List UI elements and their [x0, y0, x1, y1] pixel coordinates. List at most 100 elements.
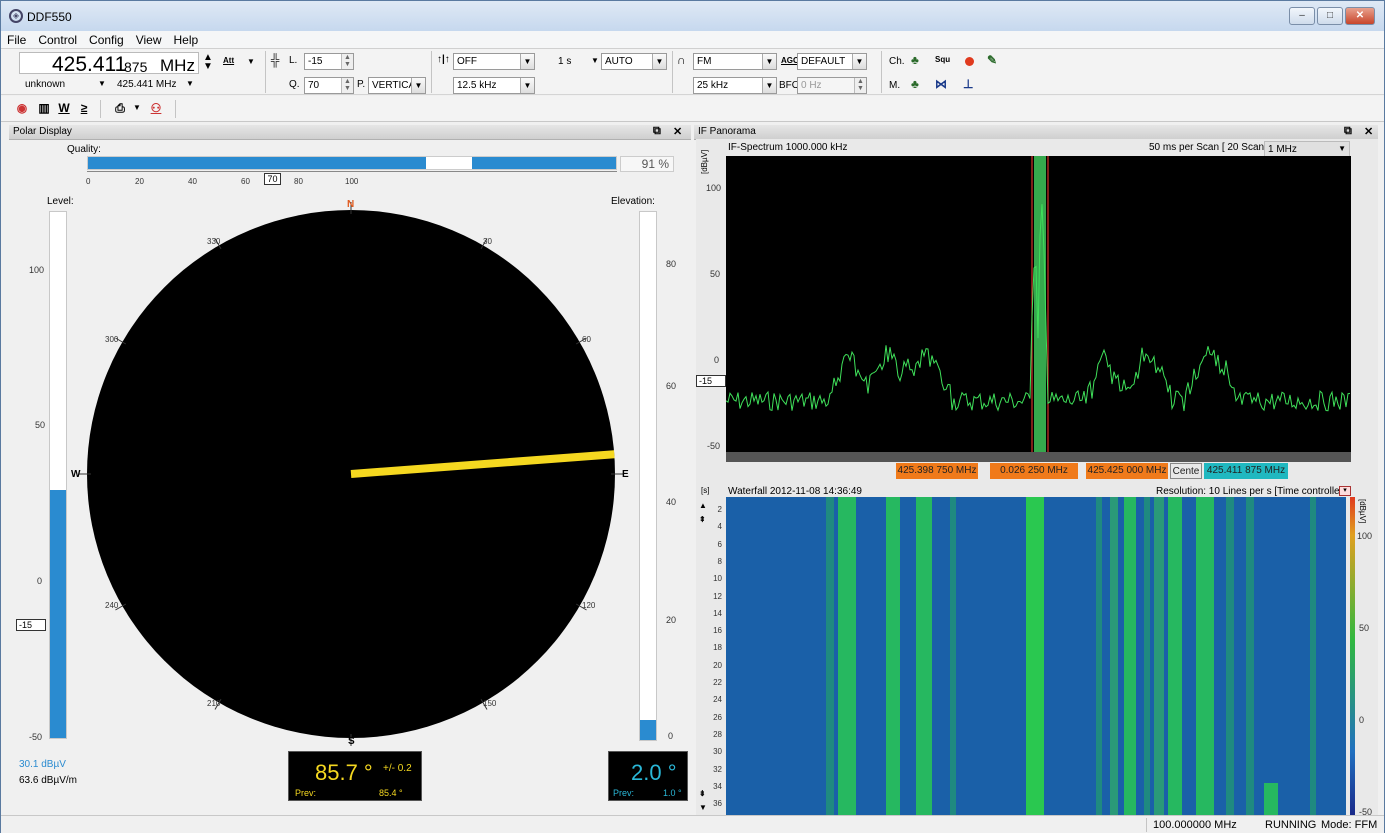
- print-dropdown-icon[interactable]: ▼: [133, 103, 141, 112]
- frequency-fine: 875: [124, 59, 148, 75]
- close-panel-icon[interactable]: ✕: [673, 126, 683, 138]
- squelch-store-icon[interactable]: Squ: [935, 55, 951, 64]
- elevation-value: 2.0 °: [631, 760, 677, 785]
- waterfall-view-icon[interactable]: W: [58, 101, 70, 115]
- scroll-top-icon[interactable]: ⇞: [699, 515, 706, 524]
- waterfall-y-axis: 2 4 6 8 10 12 14 16 18 20 22 24 26 28 30 32 34 36: [710, 497, 724, 815]
- waterfall-band: [838, 497, 856, 815]
- frequency-spin-icon[interactable]: ▲ ▼: [203, 52, 213, 72]
- waterfall-tick: 16: [713, 626, 722, 636]
- channel-label: Ch.: [889, 56, 905, 67]
- menu-control[interactable]: Control: [38, 33, 78, 47]
- spectrum-scrollbar[interactable]: [726, 452, 1351, 462]
- bearing-tick: 240: [105, 601, 119, 610]
- minimize-button[interactable]: –: [1289, 7, 1315, 25]
- marker-icon[interactable]: ⊥: [963, 77, 974, 91]
- separator: [175, 100, 176, 118]
- resolution-dropdown-icon[interactable]: ▾: [1339, 486, 1351, 496]
- elevation-bar-fill: [640, 720, 656, 740]
- close-panel-icon[interactable]: ✕: [1364, 126, 1374, 138]
- menu-help[interactable]: Help: [173, 33, 199, 47]
- polarization-combo[interactable]: VERTICAL ▼: [368, 77, 426, 94]
- quality-threshold-marker[interactable]: 70: [264, 173, 281, 185]
- waterfall-burst: [1264, 783, 1278, 815]
- waterfall-band: [1196, 497, 1214, 815]
- frequency-main: 425.411: [52, 53, 127, 76]
- channel-store-icon[interactable]: ♣: [911, 53, 919, 67]
- waterfall-tick: 22: [713, 678, 722, 687]
- record-icon[interactable]: [965, 57, 974, 66]
- menu-view[interactable]: View: [135, 33, 162, 47]
- level-title: Level:: [47, 196, 74, 207]
- field-strength-readout: 63.6 dBµV/m: [19, 775, 78, 786]
- polar-view-icon[interactable]: ◉: [16, 101, 28, 115]
- pol-label: P.: [357, 79, 366, 90]
- frequency-display[interactable]: 425.411 875 MHz: [19, 52, 199, 76]
- waterfall-band: [1310, 497, 1316, 815]
- if-bandwidth-combo[interactable]: 25 kHz ▼: [693, 77, 777, 94]
- squelch-combo[interactable]: OFF ▼: [453, 53, 535, 70]
- south-label: S: [348, 736, 355, 747]
- scan-icon[interactable]: ✎: [987, 53, 998, 67]
- bearing-tick: 120: [582, 601, 596, 610]
- west-label: W: [71, 469, 81, 480]
- float-icon[interactable]: ⧉: [653, 125, 661, 137]
- mode-combo[interactable]: unknown ▼: [25, 79, 106, 90]
- agc-combo[interactable]: DEFAULT ▼: [797, 53, 867, 70]
- maximize-button[interactable]: □: [1317, 7, 1343, 25]
- quality-input[interactable]: 70 ▲ ▼: [304, 77, 354, 94]
- waterfall-tick: 26: [713, 712, 722, 722]
- demod-combo[interactable]: FM ▼: [693, 53, 777, 70]
- recording-icon[interactable]: ⚇: [150, 101, 162, 115]
- time-value[interactable]: 1 s: [558, 56, 572, 67]
- level-tick: 100: [29, 265, 45, 275]
- compass-tick: [115, 603, 127, 611]
- menu-config[interactable]: Config: [89, 33, 124, 47]
- spectrum-threshold-marker[interactable]: -15: [696, 375, 726, 387]
- level-threshold-marker[interactable]: -15: [16, 619, 46, 631]
- spectrum-y-tick: 0: [714, 355, 720, 365]
- auto-combo[interactable]: AUTO ▼: [601, 53, 667, 70]
- quality-tick: 20: [135, 177, 144, 186]
- colorbar-unit: [dBµV]: [1358, 499, 1367, 524]
- bfo-input[interactable]: 0 Hz ▲ ▼: [797, 77, 867, 94]
- elevation-bar: [639, 211, 657, 741]
- waterfall-band: [1154, 497, 1164, 815]
- memory-recall-icon[interactable]: ⋈: [935, 77, 947, 91]
- compass-tick: [214, 238, 222, 250]
- memory-store-icon[interactable]: ♣: [911, 77, 919, 91]
- scroll-down-icon[interactable]: ▼: [699, 803, 707, 812]
- colorbar-tick: 100: [1357, 531, 1373, 541]
- att-icon[interactable]: Att: [223, 56, 235, 65]
- polar-panel-title: Polar Display: [13, 126, 72, 137]
- separator: [431, 51, 432, 93]
- span-combo[interactable]: 1 MHz ▼: [1264, 141, 1350, 158]
- menu-file[interactable]: File: [7, 33, 27, 47]
- print-icon[interactable]: ⎙: [115, 101, 125, 115]
- spectrum-view-icon[interactable]: ▥: [38, 101, 50, 115]
- north-label: N: [347, 199, 355, 210]
- spectrum-y-tick: -50: [707, 441, 721, 451]
- close-button[interactable]: ✕: [1345, 7, 1375, 25]
- scroll-up-icon[interactable]: ▲: [699, 501, 707, 510]
- compass-tick: [115, 337, 127, 345]
- colorbar-tick: 0: [1359, 715, 1365, 725]
- scan-info: 50 ms per Scan [ 20 Scan/s]: [1149, 142, 1275, 153]
- att-dropdown-icon[interactable]: ▼: [247, 57, 255, 66]
- waterfall-tick: 30: [713, 747, 722, 757]
- bandwidth-combo[interactable]: 12.5 kHz ▼: [453, 77, 535, 94]
- center-button[interactable]: Cente: [1170, 463, 1202, 479]
- freq-combo[interactable]: 425.441 MHz ▼: [117, 79, 194, 90]
- time-dropdown-icon[interactable]: ▼: [591, 56, 599, 65]
- spectrum-trace: [726, 204, 1351, 412]
- quality-tick: 80: [294, 177, 303, 186]
- level-tick: -50: [29, 732, 43, 742]
- float-icon[interactable]: ⧉: [1344, 125, 1352, 137]
- waterfall-tick: 36: [713, 799, 722, 809]
- frequency-unit: MHz: [160, 56, 195, 75]
- scroll-bottom-icon[interactable]: ⇟: [699, 789, 706, 798]
- waterfall-band: [950, 497, 956, 815]
- elevation-prev-label: Prev:: [613, 788, 635, 798]
- level-view-icon[interactable]: ≥: [80, 101, 88, 115]
- level-input[interactable]: -15 ▲ ▼: [304, 53, 354, 70]
